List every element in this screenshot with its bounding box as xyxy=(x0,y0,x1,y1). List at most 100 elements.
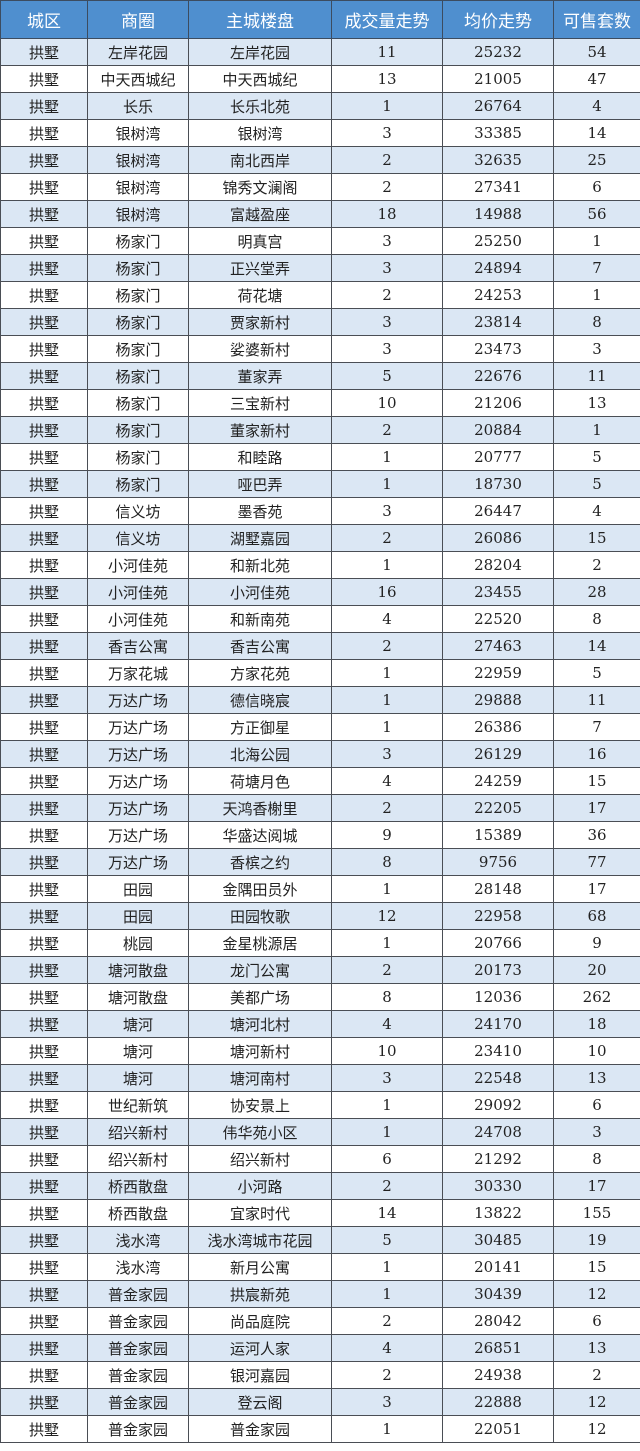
table-row: 拱墅 绍兴新村 绍兴新村 6 21292 8 xyxy=(0,1145,640,1173)
property-cell: 董家新村 xyxy=(188,416,332,444)
district-cell: 拱墅 xyxy=(0,1172,88,1200)
business-area-cell: 杨家门 xyxy=(87,227,189,255)
property-cell: 锦秀文澜阁 xyxy=(188,173,332,201)
district-cell: 拱墅 xyxy=(0,281,88,309)
header-volume-trend: 成交量走势 xyxy=(331,0,443,39)
business-area-cell: 桥西散盘 xyxy=(87,1172,189,1200)
district-cell: 拱墅 xyxy=(0,65,88,93)
units-available-cell: 3 xyxy=(553,335,640,363)
avg-price-cell: 26129 xyxy=(442,740,554,768)
property-cell: 协安景上 xyxy=(188,1091,332,1119)
business-area-cell: 塘河 xyxy=(87,1064,189,1092)
business-area-cell: 小河佳苑 xyxy=(87,551,189,579)
business-area-cell: 普金家园 xyxy=(87,1415,189,1443)
volume-cell: 3 xyxy=(331,119,443,147)
property-cell: 左岸花园 xyxy=(188,38,332,66)
property-cell: 德信晓宸 xyxy=(188,686,332,714)
district-cell: 拱墅 xyxy=(0,821,88,849)
volume-cell: 2 xyxy=(331,173,443,201)
table-row: 拱墅 桥西散盘 小河路 2 30330 17 xyxy=(0,1172,640,1200)
property-cell: 董家弄 xyxy=(188,362,332,390)
units-available-cell: 10 xyxy=(553,1037,640,1065)
units-available-cell: 6 xyxy=(553,1307,640,1335)
business-area-cell: 小河佳苑 xyxy=(87,605,189,633)
district-cell: 拱墅 xyxy=(0,578,88,606)
avg-price-cell: 28042 xyxy=(442,1307,554,1335)
business-area-cell: 田园 xyxy=(87,902,189,930)
business-area-cell: 绍兴新村 xyxy=(87,1118,189,1146)
district-cell: 拱墅 xyxy=(0,416,88,444)
avg-price-cell: 23814 xyxy=(442,308,554,336)
district-cell: 拱墅 xyxy=(0,308,88,336)
avg-price-cell: 20173 xyxy=(442,956,554,984)
volume-cell: 1 xyxy=(331,929,443,957)
property-cell: 荷塘月色 xyxy=(188,767,332,795)
table-row: 拱墅 田园 田园牧歌 12 22958 68 xyxy=(0,902,640,930)
district-cell: 拱墅 xyxy=(0,119,88,147)
business-area-cell: 普金家园 xyxy=(87,1280,189,1308)
district-cell: 拱墅 xyxy=(0,497,88,525)
property-cell: 娑婆新村 xyxy=(188,335,332,363)
business-area-cell: 浅水湾 xyxy=(87,1226,189,1254)
units-available-cell: 1 xyxy=(553,227,640,255)
avg-price-cell: 28204 xyxy=(442,551,554,579)
units-available-cell: 47 xyxy=(553,65,640,93)
volume-cell: 1 xyxy=(331,470,443,498)
volume-cell: 1 xyxy=(331,659,443,687)
table-row: 拱墅 中天西城纪 中天西城纪 13 21005 47 xyxy=(0,65,640,93)
avg-price-cell: 24938 xyxy=(442,1361,554,1389)
units-available-cell: 3 xyxy=(553,1118,640,1146)
avg-price-cell: 25250 xyxy=(442,227,554,255)
business-area-cell: 长乐 xyxy=(87,92,189,120)
avg-price-cell: 30439 xyxy=(442,1280,554,1308)
volume-cell: 3 xyxy=(331,227,443,255)
table-row: 拱墅 银树湾 富越盈座 18 14988 56 xyxy=(0,200,640,228)
property-cell: 普金家园 xyxy=(188,1415,332,1443)
district-cell: 拱墅 xyxy=(0,173,88,201)
district-cell: 拱墅 xyxy=(0,686,88,714)
business-area-cell: 桃园 xyxy=(87,929,189,957)
district-cell: 拱墅 xyxy=(0,632,88,660)
business-area-cell: 田园 xyxy=(87,875,189,903)
units-available-cell: 77 xyxy=(553,848,640,876)
avg-price-cell: 26851 xyxy=(442,1334,554,1362)
volume-cell: 9 xyxy=(331,821,443,849)
property-cell: 华盛达阅城 xyxy=(188,821,332,849)
property-cell: 哑巴弄 xyxy=(188,470,332,498)
table-row: 拱墅 万达广场 天鸿香榭里 2 22205 17 xyxy=(0,794,640,822)
avg-price-cell: 30330 xyxy=(442,1172,554,1200)
volume-cell: 2 xyxy=(331,794,443,822)
table-row: 拱墅 塘河散盘 龙门公寓 2 20173 20 xyxy=(0,956,640,984)
business-area-cell: 信义坊 xyxy=(87,497,189,525)
volume-cell: 2 xyxy=(331,632,443,660)
property-cell: 中天西城纪 xyxy=(188,65,332,93)
business-area-cell: 万达广场 xyxy=(87,848,189,876)
property-cell: 和新北苑 xyxy=(188,551,332,579)
district-cell: 拱墅 xyxy=(0,470,88,498)
units-available-cell: 15 xyxy=(553,1253,640,1281)
table-body: 拱墅 左岸花园 左岸花园 11 25232 54 拱墅 中天西城纪 中天西城纪 13 21005 47… xyxy=(0,38,640,1443)
units-available-cell: 17 xyxy=(553,875,640,903)
avg-price-cell: 22520 xyxy=(442,605,554,633)
business-area-cell: 银树湾 xyxy=(87,146,189,174)
business-area-cell: 普金家园 xyxy=(87,1361,189,1389)
property-cell: 小河佳苑 xyxy=(188,578,332,606)
district-cell: 拱墅 xyxy=(0,1361,88,1389)
volume-cell: 3 xyxy=(331,1064,443,1092)
table-row: 拱墅 银树湾 锦秀文澜阁 2 27341 6 xyxy=(0,173,640,201)
property-cell: 北海公园 xyxy=(188,740,332,768)
property-cell: 尚品庭院 xyxy=(188,1307,332,1335)
property-cell: 明真宫 xyxy=(188,227,332,255)
district-cell: 拱墅 xyxy=(0,1226,88,1254)
units-available-cell: 2 xyxy=(553,551,640,579)
district-cell: 拱墅 xyxy=(0,1388,88,1416)
units-available-cell: 155 xyxy=(553,1199,640,1227)
avg-price-cell: 22959 xyxy=(442,659,554,687)
table-row: 拱墅 普金家园 普金家园 1 22051 12 xyxy=(0,1415,640,1443)
avg-price-cell: 24259 xyxy=(442,767,554,795)
property-cell: 银河嘉园 xyxy=(188,1361,332,1389)
avg-price-cell: 13822 xyxy=(442,1199,554,1227)
units-available-cell: 8 xyxy=(553,308,640,336)
volume-cell: 11 xyxy=(331,38,443,66)
